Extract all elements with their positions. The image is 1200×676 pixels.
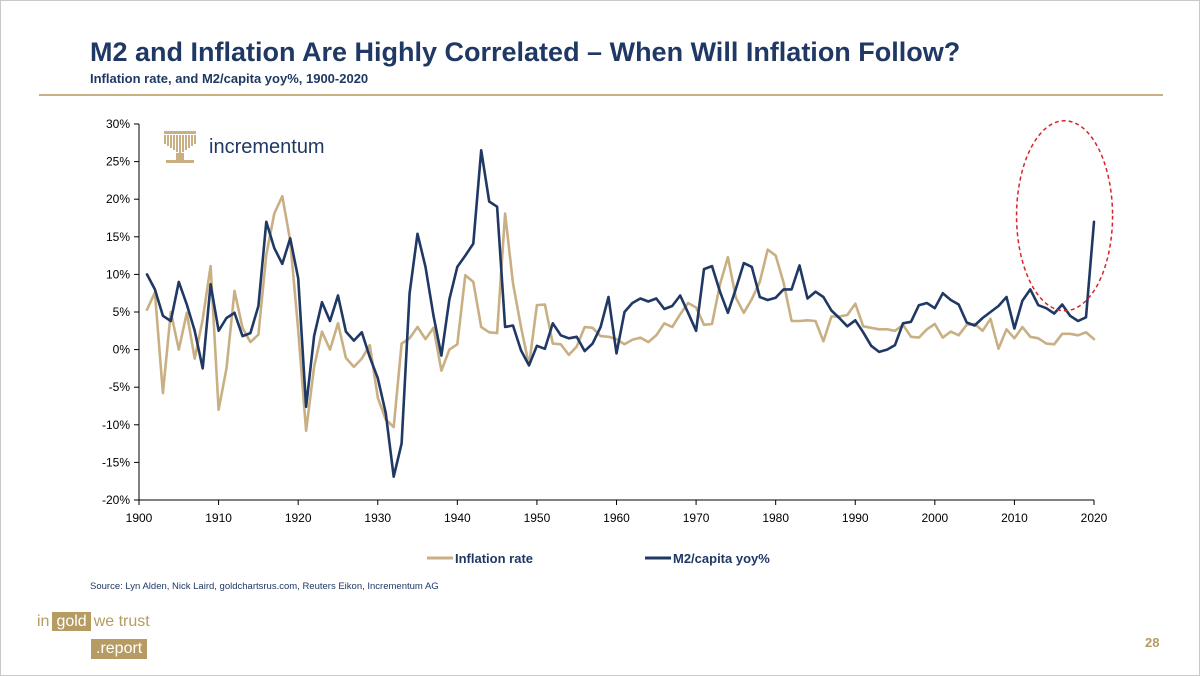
y-tick-label: 15% (106, 230, 130, 244)
tree-icon (164, 131, 196, 163)
y-tick-label: -5% (109, 380, 131, 394)
x-tick-label: 1900 (126, 511, 153, 525)
chart-axes: 30% 25% 20% 15% 10% 5% 0% -5% -10% -15% -20% 1900 19… (102, 117, 1108, 525)
legend-label-inflation: Inflation rate (455, 551, 533, 566)
x-tick-label: 1980 (762, 511, 789, 525)
x-tick-label: 2020 (1081, 511, 1108, 525)
report-logo-word-in: in (37, 613, 50, 630)
source-note: Source: Lyn Alden, Nick Laird, goldchart… (90, 581, 439, 592)
chart-legend: Inflation rate M2/capita yoy% (427, 551, 770, 566)
chart-series (145, 149, 1096, 479)
brand-name: incrementum (209, 135, 325, 158)
x-tick-label: 2000 (921, 511, 948, 525)
page-subtitle: Inflation rate, and M2/capita yoy%, 1900… (90, 71, 369, 86)
x-tick-label: 1970 (683, 511, 710, 525)
x-tick-label: 1990 (842, 511, 869, 525)
x-tick-label: 1940 (444, 511, 471, 525)
y-tick-label: 25% (106, 155, 130, 169)
x-tick-label: 1950 (524, 511, 551, 525)
y-tick-label: -15% (102, 455, 130, 469)
chart-annotations (1015, 119, 1114, 312)
legend-label-m2-capita: M2/capita yoy% (673, 551, 770, 566)
highlight-ellipse (1015, 119, 1114, 312)
y-tick-label: -20% (102, 493, 130, 507)
x-tick-label: 2010 (1001, 511, 1028, 525)
x-tick-label: 1920 (285, 511, 312, 525)
y-tick-label: 30% (106, 117, 130, 131)
y-tick-label: 5% (113, 305, 131, 319)
x-tick-label: 1930 (364, 511, 391, 525)
series-line-inflation (145, 194, 1096, 433)
title-divider (39, 94, 1163, 96)
report-logo-word-gold: gold (52, 612, 91, 631)
y-tick-label: 10% (106, 267, 130, 281)
incrementum-logo: incrementum (163, 131, 325, 163)
x-tick-label: 1910 (205, 511, 232, 525)
y-tick-label: -10% (102, 418, 130, 432)
y-tick-label: 20% (106, 192, 130, 206)
y-tick-label: 0% (113, 343, 131, 357)
report-logo: in gold we trust .report (37, 612, 150, 659)
page-title: M2 and Inflation Are Highly Correlated –… (90, 37, 961, 67)
x-tick-label: 1960 (603, 511, 630, 525)
report-logo-word-report: .report (91, 639, 148, 659)
series-line-m2-capita (145, 149, 1096, 479)
page-number: 28 (1145, 635, 1160, 650)
report-logo-word-we-trust: we trust (93, 613, 150, 630)
